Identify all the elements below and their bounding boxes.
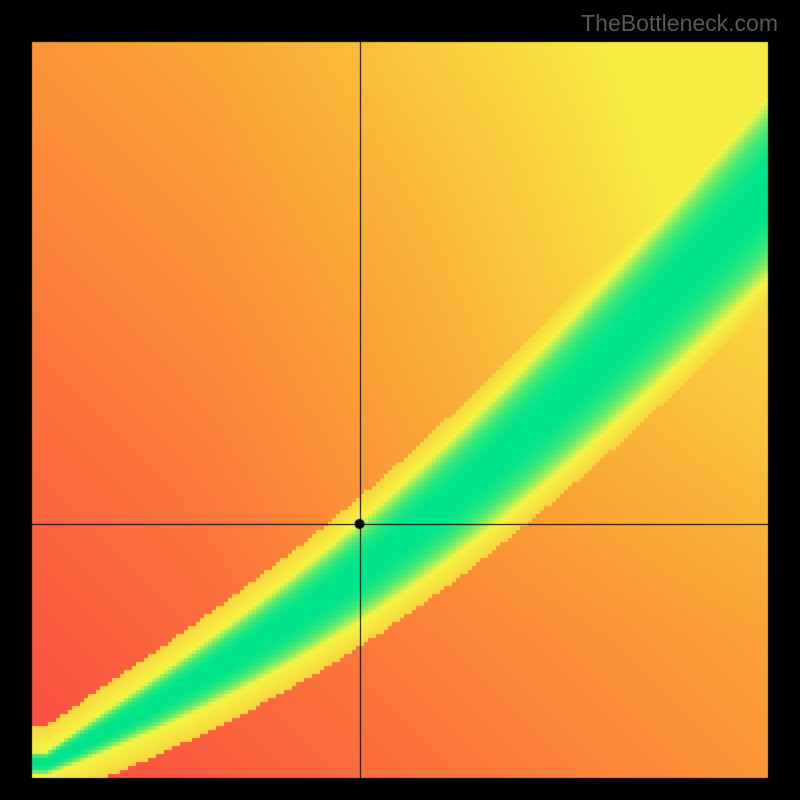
watermark-text: TheBottleneck.com <box>581 10 778 37</box>
chart-container: TheBottleneck.com <box>0 0 800 800</box>
bottleneck-heatmap <box>0 0 800 800</box>
